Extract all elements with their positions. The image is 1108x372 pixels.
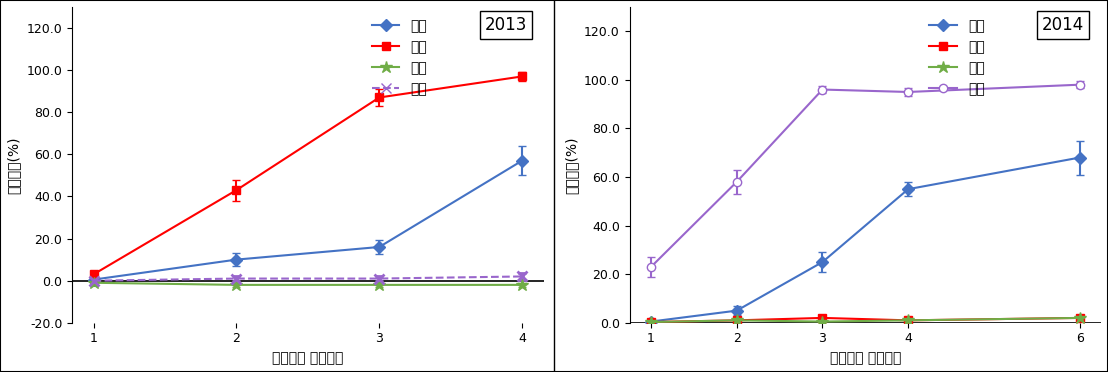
- X-axis label: 인공강우 처리일수: 인공강우 처리일수: [830, 351, 901, 365]
- Legend: 금강, 백중, 우리, 수강: 금강, 백중, 우리, 수강: [366, 14, 433, 102]
- X-axis label: 인공강우 처리일수: 인공강우 처리일수: [273, 351, 343, 365]
- Y-axis label: 수발아율(%): 수발아율(%): [7, 136, 21, 193]
- Text: 2013: 2013: [484, 16, 527, 35]
- Y-axis label: 수발아율(%): 수발아율(%): [564, 136, 578, 193]
- Text: 2014: 2014: [1043, 16, 1085, 35]
- Legend: 금강, 우리, 수강, 백중: 금강, 우리, 수강, 백중: [924, 14, 991, 102]
